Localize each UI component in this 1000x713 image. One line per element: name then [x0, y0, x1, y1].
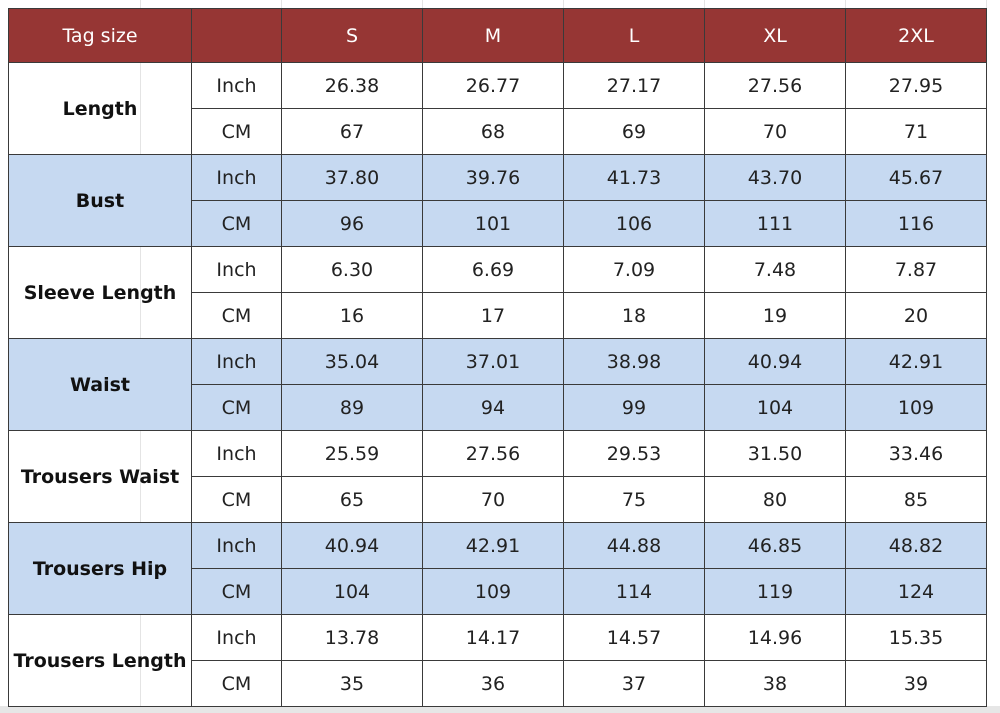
measure-value: 36: [422, 660, 564, 707]
measure-value: 13.78: [281, 614, 423, 661]
measure-value: 71: [845, 108, 987, 155]
measure-value: 96: [281, 200, 423, 247]
measure-value: 80: [704, 476, 846, 523]
measure-value: 26.77: [422, 62, 564, 109]
measure-value: 85: [845, 476, 987, 523]
unit: Inch: [191, 154, 282, 201]
unit: CM: [191, 660, 282, 707]
size-header: 2XL: [845, 8, 987, 63]
measure-value: 42.91: [845, 338, 987, 385]
unit: Inch: [191, 614, 282, 661]
measure-value: 124: [845, 568, 987, 615]
measure-value: 39: [845, 660, 987, 707]
measure-value: 40.94: [704, 338, 846, 385]
measure-value: 44.88: [563, 522, 705, 569]
measure-value: 40.94: [281, 522, 423, 569]
measure-value: 20: [845, 292, 987, 339]
measure-value: 109: [845, 384, 987, 431]
measure-value: 116: [845, 200, 987, 247]
measure-value: 114: [563, 568, 705, 615]
measure-value: 7.48: [704, 246, 846, 293]
measure-value: 6.30: [281, 246, 423, 293]
unit: Inch: [191, 430, 282, 477]
measure-value: 37.01: [422, 338, 564, 385]
measure-value: 19: [704, 292, 846, 339]
measure-value: 41.73: [563, 154, 705, 201]
unit: CM: [191, 476, 282, 523]
measure-value: 27.56: [704, 62, 846, 109]
size-header: S: [281, 8, 423, 63]
unit: CM: [191, 568, 282, 615]
measure-value: 27.95: [845, 62, 987, 109]
measure-value: 109: [422, 568, 564, 615]
unit: CM: [191, 108, 282, 155]
measure-name: Trousers Waist: [8, 430, 192, 523]
measure-value: 26.38: [281, 62, 423, 109]
measure-value: 69: [563, 108, 705, 155]
measure-value: 68: [422, 108, 564, 155]
measure-value: 7.09: [563, 246, 705, 293]
size-header: L: [563, 8, 705, 63]
measure-name: Trousers Length: [8, 614, 192, 707]
measure-value: 101: [422, 200, 564, 247]
measure-value: 104: [281, 568, 423, 615]
measure-value: 67: [281, 108, 423, 155]
measure-value: 111: [704, 200, 846, 247]
size-header: M: [422, 8, 564, 63]
measure-value: 48.82: [845, 522, 987, 569]
measure-value: 37.80: [281, 154, 423, 201]
measure-value: 6.69: [422, 246, 564, 293]
measure-value: 70: [422, 476, 564, 523]
measure-value: 35.04: [281, 338, 423, 385]
measure-value: 14.57: [563, 614, 705, 661]
measure-value: 18: [563, 292, 705, 339]
measure-value: 29.53: [563, 430, 705, 477]
measure-value: 39.76: [422, 154, 564, 201]
unit: CM: [191, 200, 282, 247]
measure-value: 17: [422, 292, 564, 339]
measure-value: 25.59: [281, 430, 423, 477]
measure-name: Sleeve Length: [8, 246, 192, 339]
measure-value: 99: [563, 384, 705, 431]
measure-value: 65: [281, 476, 423, 523]
measure-value: 27.17: [563, 62, 705, 109]
measure-value: 89: [281, 384, 423, 431]
measure-value: 46.85: [704, 522, 846, 569]
measure-name: Waist: [8, 338, 192, 431]
measure-name: Length: [8, 62, 192, 155]
measure-value: 119: [704, 568, 846, 615]
measure-value: 7.87: [845, 246, 987, 293]
unit: Inch: [191, 338, 282, 385]
measure-name: Trousers Hip: [8, 522, 192, 615]
bottom-strip: [0, 706, 1000, 713]
measure-value: 45.67: [845, 154, 987, 201]
measure-value: 37: [563, 660, 705, 707]
unit: Inch: [191, 246, 282, 293]
measure-value: 104: [704, 384, 846, 431]
measure-value: 94: [422, 384, 564, 431]
measure-name: Bust: [8, 154, 192, 247]
measure-value: 27.56: [422, 430, 564, 477]
unit: Inch: [191, 522, 282, 569]
measure-value: 42.91: [422, 522, 564, 569]
measure-value: 38: [704, 660, 846, 707]
unit: CM: [191, 384, 282, 431]
measure-value: 70: [704, 108, 846, 155]
measure-value: 35: [281, 660, 423, 707]
measure-value: 106: [563, 200, 705, 247]
measure-value: 75: [563, 476, 705, 523]
measure-value: 33.46: [845, 430, 987, 477]
unit: CM: [191, 292, 282, 339]
measure-value: 31.50: [704, 430, 846, 477]
unit: Inch: [191, 62, 282, 109]
measure-value: 38.98: [563, 338, 705, 385]
measure-value: 43.70: [704, 154, 846, 201]
size-header: XL: [704, 8, 846, 63]
measure-value: 16: [281, 292, 423, 339]
measure-value: 14.96: [704, 614, 846, 661]
header-label: Tag size: [8, 8, 192, 63]
measure-value: 14.17: [422, 614, 564, 661]
header-blank: [191, 8, 282, 63]
measure-value: 15.35: [845, 614, 987, 661]
